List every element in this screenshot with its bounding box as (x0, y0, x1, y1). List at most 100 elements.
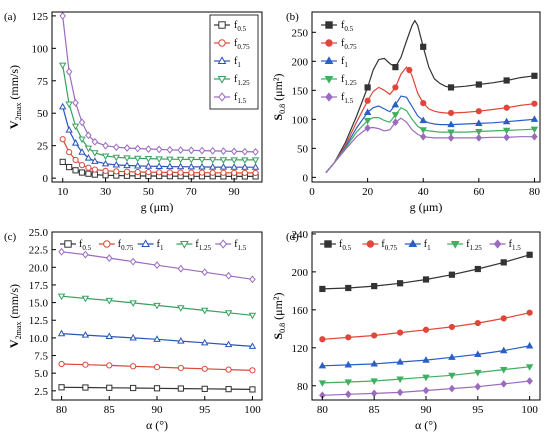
y-tick-label: 240 (292, 229, 309, 241)
data-point-3-6 (101, 153, 110, 161)
x-tick-label: 90 (152, 404, 164, 416)
legend-marker-1 (366, 240, 375, 248)
data-point-3-4 (422, 374, 430, 382)
y-tick-label: 160 (292, 305, 309, 317)
data-point-0-1 (345, 284, 352, 292)
data-point-1-5 (448, 323, 456, 331)
data-point-3-2 (370, 378, 378, 386)
data-point-4-10 (145, 145, 152, 153)
data-point-4-19 (447, 134, 455, 142)
data-point-4-1 (65, 67, 73, 76)
data-point-0-6 (474, 265, 481, 273)
data-point-3-16 (208, 157, 217, 164)
y-tick-label: 7.5 (34, 351, 48, 363)
data-point-4-4 (364, 124, 371, 132)
data-point-4-0 (59, 12, 66, 20)
data-point-4-8 (526, 377, 533, 385)
x-tick-label: 85 (369, 404, 381, 416)
x-tick-label: 0 (309, 186, 315, 198)
data-point-1-4 (85, 164, 92, 171)
data-point-2-3 (129, 333, 137, 341)
data-point-4-8 (123, 144, 131, 152)
data-point-0-2 (371, 283, 378, 290)
data-point-2-1 (65, 126, 73, 133)
y-tick-label: 5.0 (34, 368, 48, 380)
data-point-2-4 (363, 108, 372, 115)
data-point-3-2 (71, 123, 80, 131)
legend-marker-4 (493, 239, 502, 249)
data-point-1-8 (526, 309, 533, 316)
data-point-0-9 (392, 64, 399, 71)
data-point-4-5 (448, 384, 456, 393)
data-point-3-0 (318, 380, 327, 387)
legend: f0.5 f0.75 f1 f1.25 f1.5 (320, 239, 521, 252)
data-point-3-7 (500, 367, 508, 374)
data-point-3-6 (474, 369, 482, 377)
data-point-4-18 (230, 147, 238, 156)
data-point-0-0 (59, 158, 66, 165)
data-point-2-7 (500, 346, 508, 354)
data-point-1-9 (392, 84, 399, 91)
axes-frame (51, 231, 263, 401)
data-point-1-4 (422, 326, 430, 333)
data-point-0-3 (396, 280, 404, 287)
legend-label-0: f0.5 (234, 20, 247, 33)
panel-label: (a) (4, 11, 17, 23)
data-point-3-21 (475, 128, 483, 136)
x-axis-label: α (°) (146, 418, 168, 432)
data-point-2-14 (187, 162, 196, 170)
data-point-3-3 (129, 300, 137, 307)
data-point-2-19 (241, 163, 249, 170)
data-point-0-20 (447, 84, 455, 91)
data-point-2-0 (58, 102, 67, 110)
data-point-1-18 (231, 169, 238, 177)
data-point-0-26 (531, 72, 538, 79)
data-point-2-8 (123, 161, 131, 169)
legend-label-4: f1.5 (341, 92, 354, 105)
data-point-1-9 (134, 168, 141, 176)
data-point-1-2 (72, 156, 79, 164)
data-point-0-15 (420, 43, 427, 50)
data-point-0-7 (225, 386, 232, 393)
data-point-4-2 (370, 389, 378, 398)
data-point-1-24 (503, 104, 510, 111)
data-point-3-6 (201, 307, 209, 315)
data-point-2-21 (475, 119, 483, 126)
y-tick-label: 22.5 (29, 245, 49, 257)
data-point-3-0 (57, 293, 66, 301)
data-point-3-8 (525, 364, 534, 371)
panel-label: (c) (4, 231, 17, 243)
data-point-0-7 (500, 259, 507, 266)
data-point-3-5 (448, 372, 456, 380)
data-point-1-5 (91, 166, 98, 173)
data-point-4-13 (177, 146, 184, 154)
data-point-1-16 (209, 169, 216, 176)
data-point-2-5 (91, 157, 99, 164)
series-line-1 (322, 312, 530, 340)
legend-marker-0 (325, 21, 333, 29)
data-point-3-15 (198, 156, 206, 164)
data-point-3-4 (84, 145, 93, 153)
data-point-1-6 (201, 365, 208, 372)
legend-marker-1 (103, 240, 111, 248)
data-point-4-6 (102, 141, 109, 150)
x-tick-label: 70 (186, 186, 198, 198)
data-point-2-11 (155, 162, 163, 170)
plot-area (318, 251, 534, 400)
data-point-0-4 (364, 84, 371, 91)
data-point-1-20 (447, 109, 455, 117)
data-point-1-11 (156, 169, 163, 176)
data-point-3-7 (112, 154, 121, 162)
panel-c: (c) 80 85 90 95 100 2.5 5.0 7.5 10.0 12.5 15.0 17.5 2… (4, 227, 263, 432)
legend-label-2: f1 (424, 239, 431, 252)
data-point-4-6 (474, 382, 482, 391)
data-point-2-5 (177, 337, 185, 344)
plot-area (325, 19, 539, 174)
data-point-0-3 (78, 169, 86, 176)
data-point-2-25 (530, 115, 539, 122)
legend-label-4: f1.5 (234, 92, 247, 105)
data-point-2-19 (447, 120, 455, 128)
axes-frame (51, 11, 263, 183)
data-point-2-3 (78, 148, 86, 155)
data-point-3-17 (219, 157, 228, 164)
